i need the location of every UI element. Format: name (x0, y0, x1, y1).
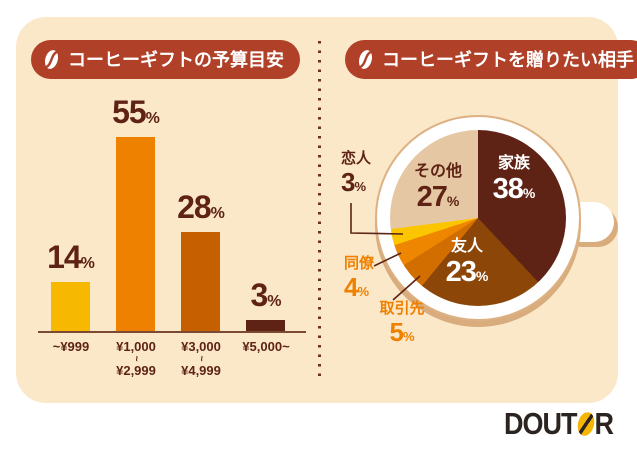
bar (181, 232, 220, 331)
logo-letter: O (522, 407, 543, 441)
bar (51, 281, 90, 331)
bar-column: 55% (112, 17, 160, 331)
budget-title-badge: コーヒーギフトの予算目安 (31, 40, 300, 79)
logo-letter: D (503, 407, 523, 441)
recipient-title-badge: コーヒーギフトを贈りたい相手 (345, 40, 637, 79)
pie-label-colleague: 同僚 4% (344, 255, 375, 302)
bar-column: 28% (177, 17, 225, 331)
bar-column: 14% (47, 17, 95, 331)
pie-label-family: 家族 38% (492, 155, 536, 205)
bar-value-label: 55% (112, 93, 160, 130)
bar-column: 3% (246, 17, 285, 331)
pie-label-business-partner: 取引先 5% (379, 300, 425, 347)
logo-letter: R (594, 407, 614, 441)
bar (246, 320, 285, 331)
pie-label-friend: 友人 23% (445, 238, 489, 288)
dotted-divider (318, 41, 321, 379)
bar-value-label: 28% (177, 189, 225, 226)
bar-value-label: 14% (47, 238, 95, 275)
pie-label-other: その他 27% (413, 163, 462, 213)
x-axis-tick: ~¥999 (52, 339, 90, 354)
budget-chart-title: コーヒーギフトの予算目安 (68, 50, 284, 70)
budget-bar-chart: 14% 55% 28% 3% (47, 17, 285, 331)
pie-label-lover: 恋人 3% (341, 150, 372, 197)
infographic-card: コーヒーギフトの予算目安 14% 55% 28% 3% ~¥999 ¥1,000 ~ ¥2,… (16, 17, 637, 403)
logo-letter: U (542, 407, 562, 441)
x-axis-tick: ¥3,000 ~ ¥4,999 (181, 339, 221, 378)
coffee-bean-icon (357, 49, 374, 70)
logo-letter: T (561, 407, 577, 441)
bar-value-label: 3% (250, 277, 282, 314)
bar (116, 136, 155, 331)
recipient-chart-title: コーヒーギフトを贈りたい相手 (382, 50, 634, 70)
coffee-bean-icon (43, 49, 60, 70)
x-axis-tick: ¥1,000 ~ ¥2,999 (116, 339, 156, 378)
x-axis-tick: ¥5,000~ (242, 339, 290, 354)
logo-bean-o-icon (574, 410, 597, 438)
x-axis-line (38, 331, 306, 333)
